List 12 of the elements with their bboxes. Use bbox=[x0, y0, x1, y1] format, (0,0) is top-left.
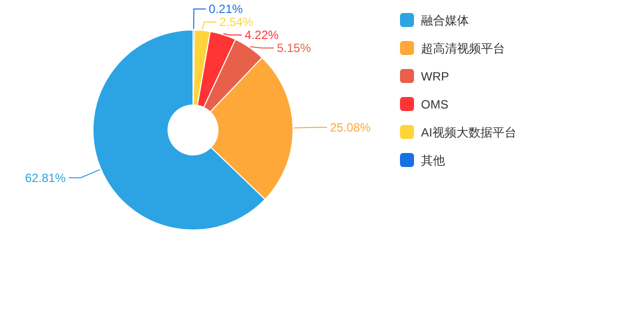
legend-label: WRP bbox=[421, 70, 449, 84]
legend-label: AI视频大数据平台 bbox=[421, 126, 516, 140]
legend-label: 其他 bbox=[421, 154, 445, 168]
legend-label: OMS bbox=[421, 98, 448, 112]
data-label: 0.21% bbox=[208, 2, 244, 16]
data-label: 25.08% bbox=[330, 120, 371, 134]
data-label: 5.15% bbox=[276, 41, 312, 55]
data-label: 62.81% bbox=[25, 170, 66, 185]
legend-label: 超高清视频平台 bbox=[421, 42, 505, 56]
data-label: 2.54% bbox=[219, 15, 254, 29]
data-label: 4.22% bbox=[244, 28, 280, 42]
legend-label: 融合媒体 bbox=[421, 14, 469, 28]
